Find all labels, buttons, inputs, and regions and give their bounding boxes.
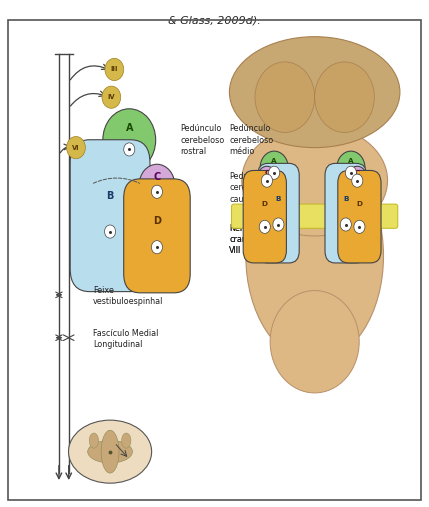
Text: & Glass, 2009d).: & Glass, 2009d).: [168, 16, 261, 25]
Text: B: B: [106, 191, 114, 201]
Ellipse shape: [139, 164, 175, 207]
FancyBboxPatch shape: [258, 163, 299, 263]
Text: VI: VI: [72, 144, 80, 151]
Text: Feixe
vestibuloespinhal: Feixe vestibuloespinhal: [93, 286, 163, 306]
Text: Fascículo Medial
Longitudinal: Fascículo Medial Longitudinal: [93, 329, 158, 349]
Text: Nervo
craniano
VIII: Nervo craniano VIII: [230, 224, 265, 255]
Ellipse shape: [103, 109, 156, 171]
Ellipse shape: [255, 62, 314, 132]
Circle shape: [261, 174, 272, 187]
Ellipse shape: [260, 151, 288, 185]
FancyBboxPatch shape: [232, 204, 398, 228]
Circle shape: [259, 220, 270, 233]
Ellipse shape: [89, 433, 99, 448]
Text: III: III: [111, 66, 118, 73]
Text: Pedúnculo
cerebeloso
médio: Pedúnculo cerebeloso médio: [230, 124, 274, 156]
FancyBboxPatch shape: [338, 170, 381, 263]
Circle shape: [151, 241, 163, 254]
Ellipse shape: [69, 420, 151, 483]
Circle shape: [66, 136, 85, 159]
Circle shape: [105, 58, 124, 81]
Text: B: B: [276, 196, 281, 202]
Text: Pedúnculo
cerebeloso
rostral: Pedúnculo cerebeloso rostral: [181, 124, 225, 156]
FancyBboxPatch shape: [124, 179, 190, 293]
Text: D: D: [262, 201, 268, 207]
Ellipse shape: [337, 151, 365, 185]
Text: C: C: [264, 170, 269, 176]
Text: B: B: [343, 196, 348, 202]
Text: C: C: [355, 170, 360, 176]
Ellipse shape: [230, 37, 400, 148]
Circle shape: [151, 185, 163, 198]
FancyBboxPatch shape: [243, 170, 287, 263]
Text: D: D: [356, 201, 363, 207]
Ellipse shape: [242, 125, 387, 236]
Ellipse shape: [246, 151, 384, 361]
Text: A: A: [348, 159, 353, 164]
Circle shape: [105, 225, 116, 238]
Text: C: C: [153, 172, 160, 183]
Circle shape: [352, 174, 363, 187]
Circle shape: [345, 166, 356, 179]
Ellipse shape: [314, 62, 375, 132]
Ellipse shape: [348, 166, 367, 189]
Ellipse shape: [88, 440, 133, 463]
Text: IV: IV: [108, 94, 115, 100]
FancyBboxPatch shape: [70, 140, 150, 292]
Circle shape: [102, 86, 121, 108]
Circle shape: [354, 220, 365, 233]
Ellipse shape: [101, 430, 119, 473]
Circle shape: [340, 218, 351, 231]
Text: A: A: [126, 123, 133, 133]
Ellipse shape: [257, 166, 276, 189]
Text: A: A: [272, 159, 277, 164]
Ellipse shape: [270, 291, 359, 393]
Ellipse shape: [121, 433, 131, 448]
Circle shape: [124, 143, 135, 156]
Circle shape: [269, 166, 280, 179]
Text: D: D: [153, 216, 161, 227]
Text: Pedúnculo
cerebeloso
caudal: Pedúnculo cerebeloso caudal: [230, 172, 274, 203]
FancyBboxPatch shape: [325, 163, 366, 263]
Circle shape: [273, 218, 284, 231]
Text: Nervo
craniano
VIII: Nervo craniano VIII: [230, 224, 265, 255]
